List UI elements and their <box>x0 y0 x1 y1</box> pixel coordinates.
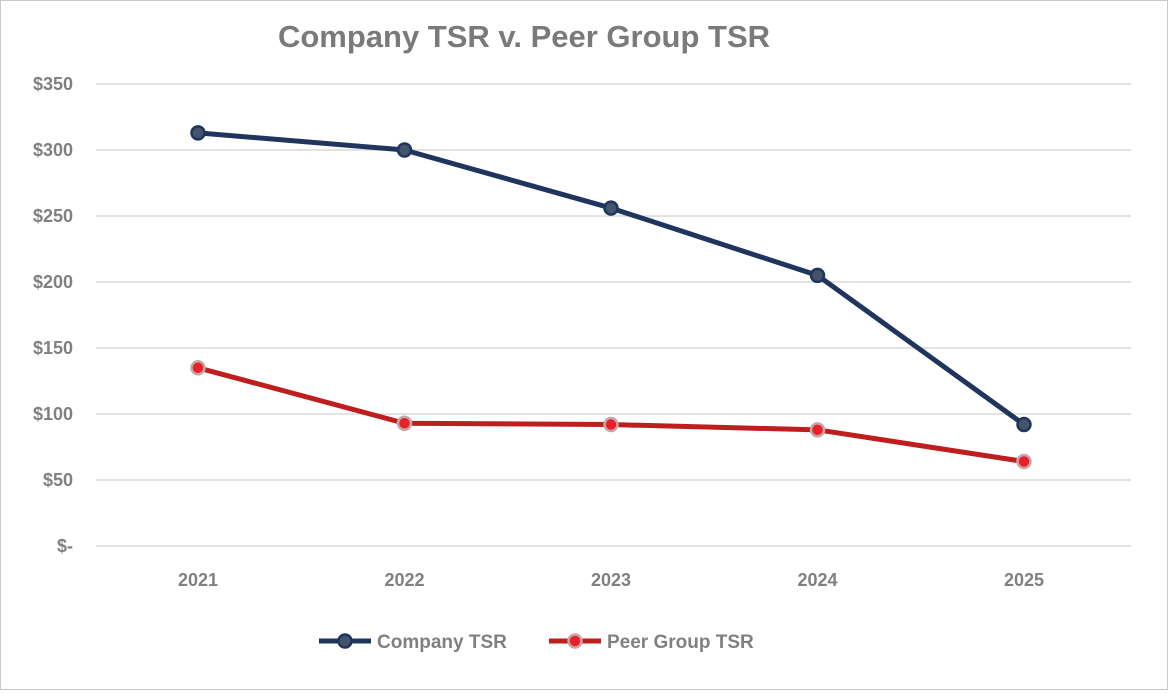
y-tick-label: $200 <box>33 272 73 292</box>
x-tick-label: 2021 <box>178 570 218 590</box>
data-point-company-tsr <box>1016 416 1032 433</box>
chart-title: Company TSR v. Peer Group TSR <box>278 19 770 54</box>
data-point-company-tsr <box>809 267 826 284</box>
y-tick-label: $50 <box>43 470 73 490</box>
series-company-tsr <box>190 125 1032 433</box>
x-tick-label: 2023 <box>591 570 631 590</box>
legend-swatch-marker <box>567 633 583 649</box>
gridlines <box>96 83 1131 547</box>
legend-label: Company TSR <box>377 632 507 653</box>
data-point-peer-group-tsr <box>190 360 206 376</box>
x-tick-label: 2025 <box>1004 570 1044 590</box>
y-tick-label: $150 <box>33 338 73 358</box>
data-point-company-tsr <box>603 200 619 216</box>
y-tick-label: $- <box>57 536 73 556</box>
y-axis-ticks: $- $50 $100 $150 $200 $250 $300 $350 <box>33 74 73 556</box>
y-tick-label: $250 <box>33 206 73 226</box>
series-layer <box>190 125 1032 470</box>
data-point-company-tsr <box>396 142 413 158</box>
y-tick-label: $300 <box>33 140 73 160</box>
data-point-company-tsr <box>190 125 206 141</box>
series-peer-group-tsr <box>190 360 1032 470</box>
legend-item-company-tsr: Company TSR <box>319 632 507 653</box>
x-axis-ticks: 2021 2022 2023 2024 2025 <box>178 570 1044 590</box>
legend-item-peer-group-tsr: Peer Group TSR <box>549 632 754 653</box>
y-tick-label: $100 <box>33 404 73 424</box>
data-point-peer-group-tsr <box>396 415 413 431</box>
data-point-peer-group-tsr <box>1016 453 1032 470</box>
x-tick-label: 2024 <box>797 570 837 590</box>
legend-swatch-marker <box>337 633 353 649</box>
data-point-peer-group-tsr <box>603 416 619 433</box>
legend: Company TSR Peer Group TSR <box>319 632 754 653</box>
series-line-company-tsr <box>195 130 1027 428</box>
legend-label: Peer Group TSR <box>607 632 754 653</box>
y-tick-label: $350 <box>33 74 73 94</box>
x-tick-label: 2022 <box>384 570 424 590</box>
data-point-peer-group-tsr <box>809 422 826 438</box>
